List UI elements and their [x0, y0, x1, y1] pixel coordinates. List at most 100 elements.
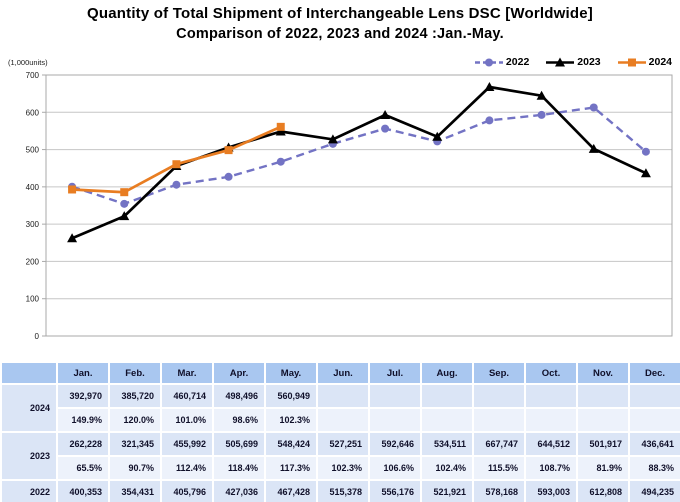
square-marker	[68, 185, 77, 194]
table-row-percents-2024: 149.9% 120.0% 101.0% 98.6% 102.3%	[1, 407, 680, 433]
table-cell	[316, 407, 370, 433]
y-tick-label: 0	[35, 332, 40, 341]
table-cell: 534,511	[420, 431, 474, 457]
table-row-values-2023: 2023 262,228 321,345 455,992 505,699 548,424 5…	[0, 431, 680, 481]
circle-marker	[589, 103, 598, 112]
table-cell: 505,699	[212, 431, 266, 457]
chart-title-line-2: Comparison of 2022, 2023 and 2024 :Jan.-…	[176, 26, 504, 42]
circle-marker	[537, 110, 546, 119]
triangle-marker	[555, 57, 566, 66]
triangle-marker	[432, 131, 443, 141]
table-cell: 427,036	[212, 479, 266, 502]
table-cell: 115.5%	[472, 455, 526, 481]
legend-item-2023: 2023	[545, 56, 601, 68]
table-cell: 436,641	[628, 431, 680, 457]
triangle-marker	[275, 126, 286, 136]
month-header: Jan.	[56, 361, 110, 385]
y-tick-label: 300	[26, 220, 40, 229]
table-cell: 592,646	[368, 431, 422, 457]
square-marker	[172, 160, 181, 169]
legend-key-square	[617, 58, 646, 66]
legend-item-2024: 2024	[617, 56, 672, 68]
table-cell	[628, 383, 680, 409]
table-cell: 112.4%	[160, 455, 214, 481]
table-cell: 106.6%	[368, 455, 422, 481]
table-row-values-2022: 2022 400,353 354,431 405,796 427,036 467,428 5…	[0, 479, 680, 502]
month-header: Sep.	[472, 361, 526, 385]
table-cell: 81.9%	[576, 455, 630, 481]
table-cell	[472, 407, 526, 433]
plot-area: 0 100 200 300 400 500 600 700	[26, 71, 673, 341]
triangle-marker	[588, 143, 599, 153]
month-header: Oct.	[524, 361, 578, 385]
table-cell: 455,992	[160, 431, 214, 457]
table-cell: 527,251	[316, 431, 370, 457]
y-tick-label: 200	[26, 257, 40, 266]
table-cell	[524, 407, 578, 433]
table-cell: 392,970	[56, 383, 110, 409]
month-header: Aug.	[420, 361, 474, 385]
table-cell: 405,796	[160, 479, 214, 502]
chart-title-line-1: Quantity of Total Shipment of Interchang…	[86, 5, 593, 22]
triangle-marker	[67, 233, 78, 243]
month-header: Jul.	[368, 361, 422, 385]
table-cell: 593,003	[524, 479, 578, 502]
table-cell	[316, 383, 370, 409]
monthly-data-table: Jan. Feb. Mar. Apr. May. Jun. Jul. Aug. Sep. Oct.…	[0, 361, 680, 502]
table-cell: 385,720	[108, 383, 162, 409]
month-header: Dec.	[628, 361, 680, 385]
triangle-marker	[119, 211, 130, 221]
table-cell: 521,921	[420, 479, 474, 502]
square-marker	[276, 122, 285, 131]
circle-marker	[484, 58, 493, 66]
square-marker	[627, 58, 636, 66]
circle-marker	[172, 180, 181, 189]
triangle-marker	[484, 82, 495, 92]
triangle-marker	[536, 90, 547, 100]
month-header: Apr.	[212, 361, 266, 385]
square-marker	[224, 146, 233, 155]
legend-label: 2023	[577, 56, 601, 68]
table-cell: 494,235	[628, 479, 680, 502]
table-cell	[420, 383, 474, 409]
y-axis-units-label: (1,000units)	[8, 58, 48, 67]
table-cell: 578,168	[472, 479, 526, 502]
table-cell: 644,512	[524, 431, 578, 457]
y-tick-label: 700	[26, 71, 40, 80]
plot-border	[45, 74, 673, 337]
legend-key-circle	[474, 58, 503, 66]
table-cell	[368, 407, 422, 433]
table-cell: 467,428	[264, 479, 318, 502]
chart-title: Quantity of Total Shipment of Interchang…	[0, 5, 680, 42]
table-cell: 501,917	[576, 431, 630, 457]
triangle-marker	[327, 134, 338, 144]
y-tick-label: 400	[26, 183, 40, 192]
circle-marker	[485, 116, 494, 125]
circle-marker	[224, 172, 233, 181]
table-cell: 262,228	[56, 431, 110, 457]
circle-marker	[276, 157, 285, 166]
table-cell: 560,949	[264, 383, 318, 409]
table-cell	[628, 407, 680, 433]
table-cell: 98.6%	[212, 407, 266, 433]
y-tick-label: 600	[26, 108, 40, 117]
series-line-2022	[71, 106, 647, 206]
table-cell: 460,714	[160, 383, 214, 409]
table-cell: 90.7%	[108, 455, 162, 481]
table-cell: 149.9%	[56, 407, 110, 433]
table-corner-cell	[0, 361, 58, 385]
series-line-2023	[71, 85, 647, 240]
table-cell: 117.3%	[264, 455, 318, 481]
table-cell: 548,424	[264, 431, 318, 457]
table-cell: 101.0%	[160, 407, 214, 433]
table-row-values-2024: 2024 392,970 385,720 460,714 498,496 560,949	[0, 383, 680, 433]
table-cell: 102.4%	[420, 455, 474, 481]
legend-key-triangle	[546, 57, 575, 66]
table-cell: 321,345	[108, 431, 162, 457]
table-cell	[524, 383, 578, 409]
table-cell: 65.5%	[56, 455, 110, 481]
table-cell	[420, 407, 474, 433]
table-cell: 556,176	[368, 479, 422, 502]
legend-label: 2024	[648, 56, 672, 68]
